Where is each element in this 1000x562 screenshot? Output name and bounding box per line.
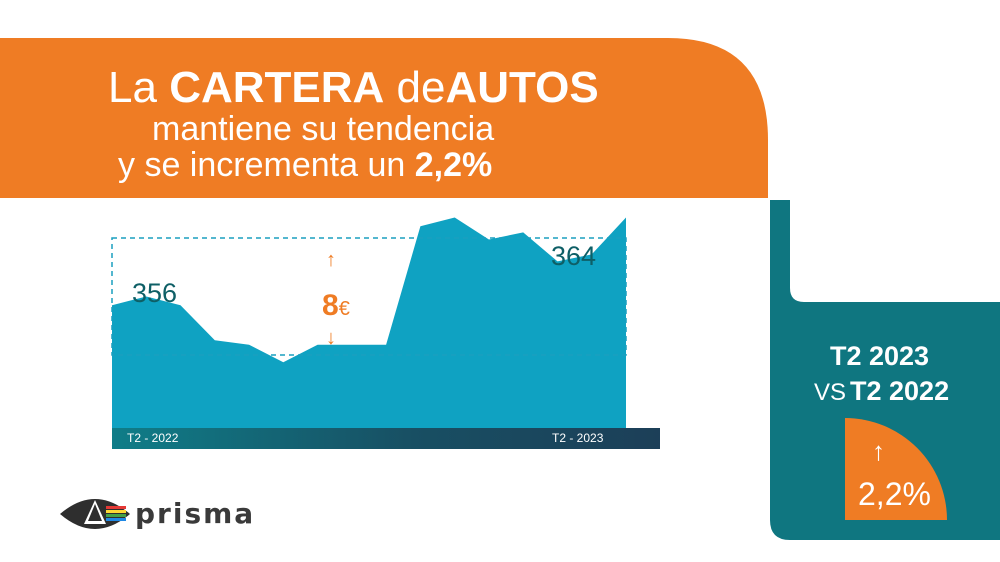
title-word-la: La — [108, 63, 157, 112]
comparison-badge — [845, 418, 947, 520]
comparison-vs: VS — [814, 379, 847, 406]
difference-unit: € — [338, 298, 350, 320]
comparison-panel — [770, 200, 1000, 540]
difference-value: 8€ — [322, 291, 350, 321]
title-line-2: mantiene su tendencia — [152, 110, 495, 148]
comparison-previous: VS T2 2022 — [814, 378, 949, 405]
title-percentage: 2,2% — [414, 146, 493, 184]
eye-prism-logo — [60, 499, 130, 529]
title-word-cartera: CARTERA — [169, 63, 385, 112]
arrow-up-icon: ↑ — [326, 249, 336, 271]
title-line-3: y se incrementa un 2,2% — [118, 148, 492, 182]
difference-number: 8 — [322, 289, 339, 322]
title-word-autos: AUTOS — [445, 63, 599, 112]
end-value-label: 364 — [551, 241, 597, 271]
start-value-label: 356 — [132, 278, 178, 308]
x-tick-label-end: T2 - 2023 — [552, 431, 604, 445]
x-axis-bar — [112, 428, 660, 449]
area-series — [112, 217, 626, 428]
title-line-3-text: y se incrementa un — [118, 146, 406, 184]
increase-percentage: 2,2% — [858, 476, 931, 512]
arrow-down-icon: ↓ — [326, 327, 336, 349]
comparison-box — [111, 237, 627, 356]
comparison-previous-label: T2 2022 — [850, 376, 950, 406]
chart-area — [111, 217, 660, 449]
title-word-de: de — [396, 63, 446, 112]
comparison-current: T2 2023 — [830, 341, 930, 371]
brand-name: prisma — [135, 497, 256, 530]
title-banner — [0, 38, 768, 198]
x-tick-label-start: T2 - 2022 — [127, 431, 179, 445]
increase-arrow-icon: ↑ — [872, 436, 885, 466]
title-line-1: La CARTERA deAUTOS — [108, 66, 599, 110]
